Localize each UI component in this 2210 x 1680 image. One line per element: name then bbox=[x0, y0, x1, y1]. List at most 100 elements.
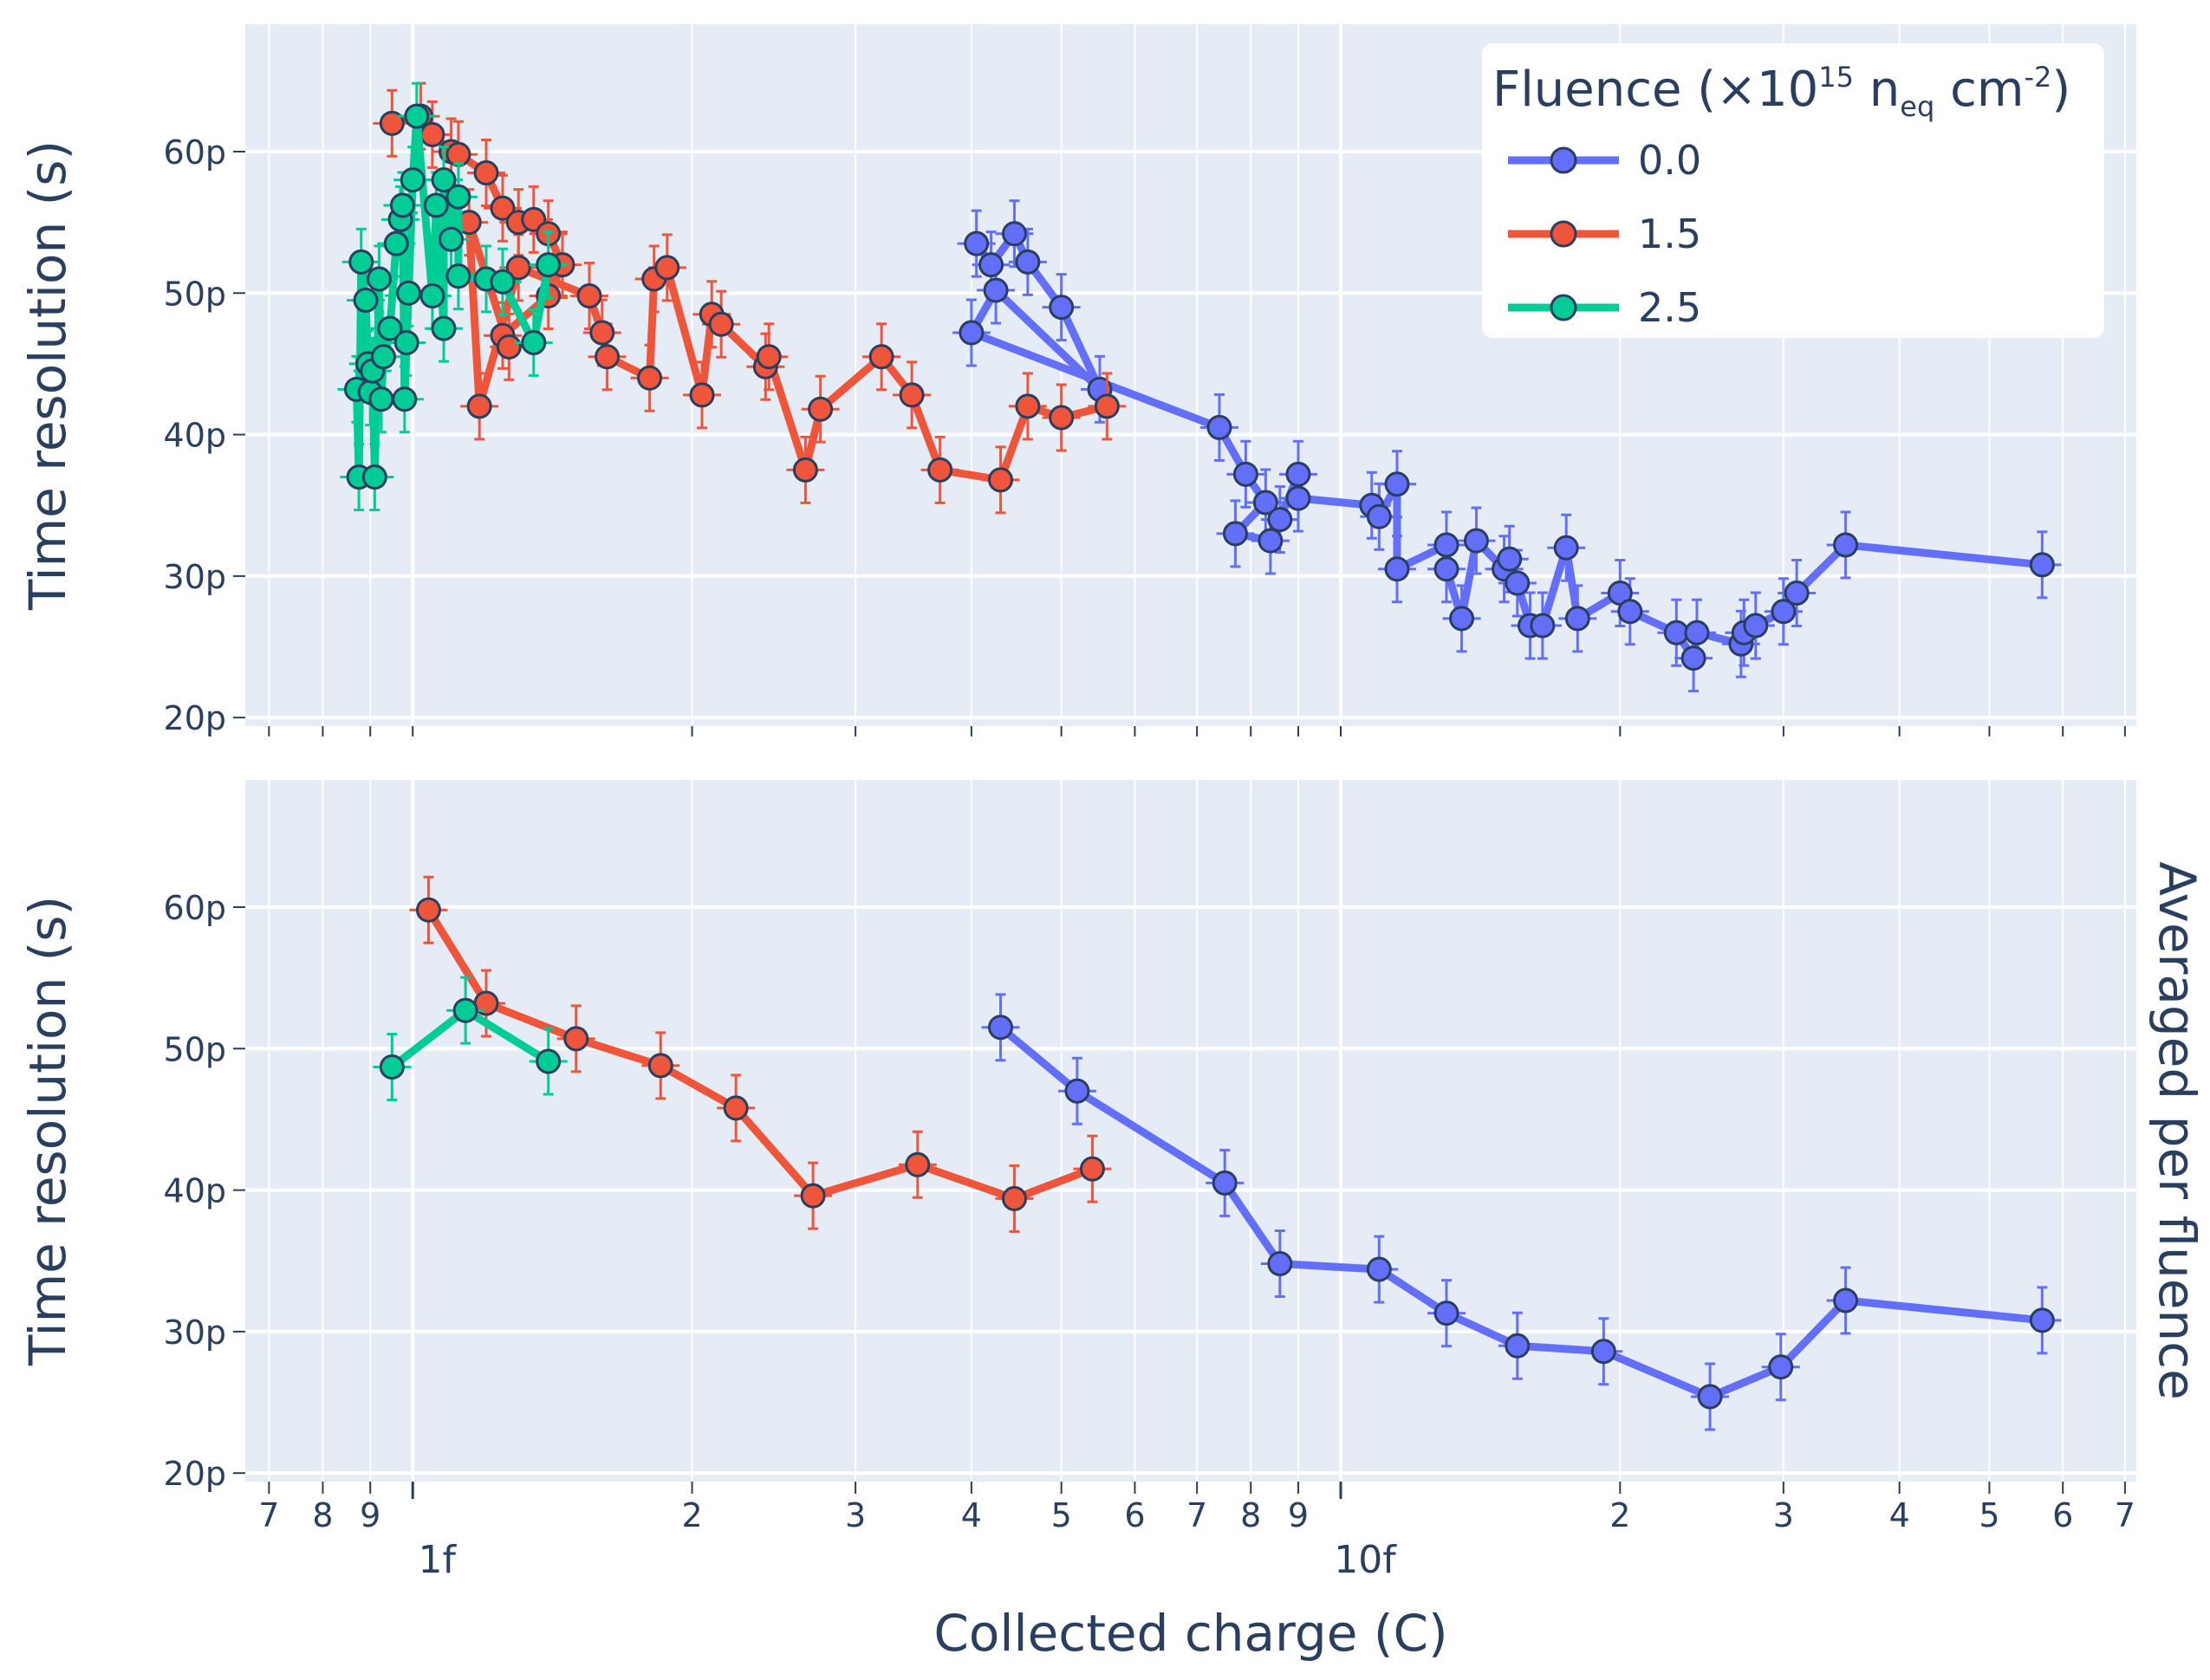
data-point bbox=[563, 1026, 589, 1052]
data-point bbox=[1015, 249, 1041, 275]
data-point bbox=[400, 167, 426, 193]
data-point bbox=[536, 252, 562, 278]
data-point bbox=[1232, 461, 1258, 487]
x-minor-tick-label: 6 bbox=[2052, 1496, 2073, 1534]
data-point bbox=[473, 159, 499, 185]
data-point bbox=[431, 315, 457, 341]
data-point bbox=[2029, 1307, 2055, 1333]
legend-title: Fluence (×1015 neq cm-2) bbox=[1492, 61, 2070, 123]
x-axis-title: Collected charge (C) bbox=[933, 1604, 1447, 1663]
data-point bbox=[647, 1053, 673, 1079]
x-minor-tick-label: 3 bbox=[1773, 1496, 1794, 1534]
data-point bbox=[396, 280, 422, 306]
data-point bbox=[1680, 645, 1706, 671]
legend-label: 1.5 bbox=[1638, 211, 1701, 257]
data-point bbox=[905, 1151, 931, 1177]
data-point bbox=[1366, 503, 1392, 529]
y-tick-label: 60p bbox=[164, 889, 226, 927]
data-point bbox=[466, 393, 492, 419]
data-point bbox=[868, 344, 894, 370]
x-minor-tick-label: 8 bbox=[1240, 1496, 1261, 1534]
data-point bbox=[452, 997, 478, 1023]
y-tick-label: 20p bbox=[164, 699, 226, 737]
data-point bbox=[368, 386, 394, 412]
x-minor-tick-label: 7 bbox=[258, 1496, 279, 1534]
x-minor-tick-label: 5 bbox=[1979, 1496, 1999, 1534]
data-point bbox=[964, 230, 990, 256]
bottom-grid bbox=[245, 780, 2136, 1482]
bottom-y-ticks: 20p 30p 40p 50p 60p bbox=[164, 889, 245, 1493]
data-point bbox=[445, 141, 471, 167]
data-point bbox=[1001, 1185, 1027, 1211]
data-point bbox=[445, 263, 471, 289]
y-tick-label: 60p bbox=[164, 133, 226, 172]
data-point bbox=[370, 344, 396, 370]
data-point bbox=[1768, 1354, 1794, 1380]
legend-swatch-marker bbox=[1550, 146, 1577, 174]
data-point bbox=[419, 283, 445, 309]
data-point bbox=[1497, 546, 1523, 572]
data-point bbox=[637, 365, 663, 391]
data-point bbox=[1743, 613, 1769, 639]
data-point bbox=[899, 382, 925, 408]
data-point bbox=[654, 255, 680, 281]
data-point bbox=[800, 1183, 826, 1209]
legend: Fluence (×1015 neq cm-2) 0.0 1.5 2.5 bbox=[1482, 43, 2104, 338]
x-minor-tick-label: 7 bbox=[1186, 1496, 1207, 1534]
data-point bbox=[353, 287, 379, 313]
data-point bbox=[595, 344, 621, 370]
x-minor-tick-label: 5 bbox=[1051, 1496, 1072, 1534]
data-point bbox=[1771, 599, 1797, 625]
data-point bbox=[1222, 521, 1248, 547]
data-point bbox=[589, 320, 615, 346]
data-point bbox=[423, 192, 449, 218]
data-point bbox=[490, 195, 516, 221]
data-point bbox=[792, 457, 818, 483]
data-point bbox=[348, 249, 374, 275]
legend-item-1.5[interactable]: 1.5 bbox=[1508, 211, 1701, 257]
data-point bbox=[361, 464, 387, 490]
series-line bbox=[998, 1024, 2043, 1401]
data-point bbox=[392, 386, 418, 412]
data-point bbox=[723, 1095, 749, 1121]
data-point bbox=[1267, 507, 1293, 533]
data-point bbox=[505, 255, 531, 281]
data-point bbox=[1258, 528, 1284, 554]
data-point bbox=[1433, 532, 1459, 558]
top-y-ticks: 20p 30p 40p 50p 60p bbox=[164, 133, 245, 737]
x-decade-label: 10f bbox=[1334, 1538, 1397, 1582]
data-point bbox=[1433, 1301, 1459, 1326]
data-point bbox=[983, 277, 1009, 303]
data-point bbox=[2029, 552, 2055, 578]
data-point bbox=[521, 329, 547, 355]
series-1.5 bbox=[409, 875, 1112, 1233]
data-point bbox=[988, 467, 1014, 493]
data-point bbox=[1267, 1251, 1293, 1277]
legend-item-0.0[interactable]: 0.0 bbox=[1508, 137, 1701, 184]
data-point bbox=[1697, 1384, 1723, 1410]
data-point bbox=[708, 311, 734, 337]
legend-label: 2.5 bbox=[1638, 284, 1701, 331]
data-point bbox=[496, 334, 522, 360]
y-tick-label: 30p bbox=[164, 558, 226, 596]
data-point bbox=[439, 226, 465, 252]
data-point bbox=[1617, 599, 1643, 625]
data-point bbox=[1064, 1078, 1090, 1104]
series-0.0 bbox=[981, 993, 2062, 1431]
data-point bbox=[1384, 556, 1410, 582]
top-series bbox=[337, 81, 2062, 693]
data-point bbox=[1530, 613, 1556, 639]
data-point bbox=[1212, 1170, 1238, 1196]
data-point bbox=[1463, 528, 1489, 554]
x-minor-tick-label: 2 bbox=[1609, 1496, 1630, 1534]
data-point bbox=[1285, 485, 1311, 511]
bottom-plot-area bbox=[245, 780, 2136, 1482]
legend-item-2.5[interactable]: 2.5 bbox=[1508, 284, 1701, 331]
data-point bbox=[1049, 405, 1075, 431]
y-tick-label: 40p bbox=[164, 417, 226, 455]
data-point bbox=[1049, 295, 1075, 321]
data-point bbox=[988, 1015, 1014, 1041]
x-minor-tick-label: 2 bbox=[681, 1496, 702, 1534]
data-point bbox=[576, 283, 602, 309]
